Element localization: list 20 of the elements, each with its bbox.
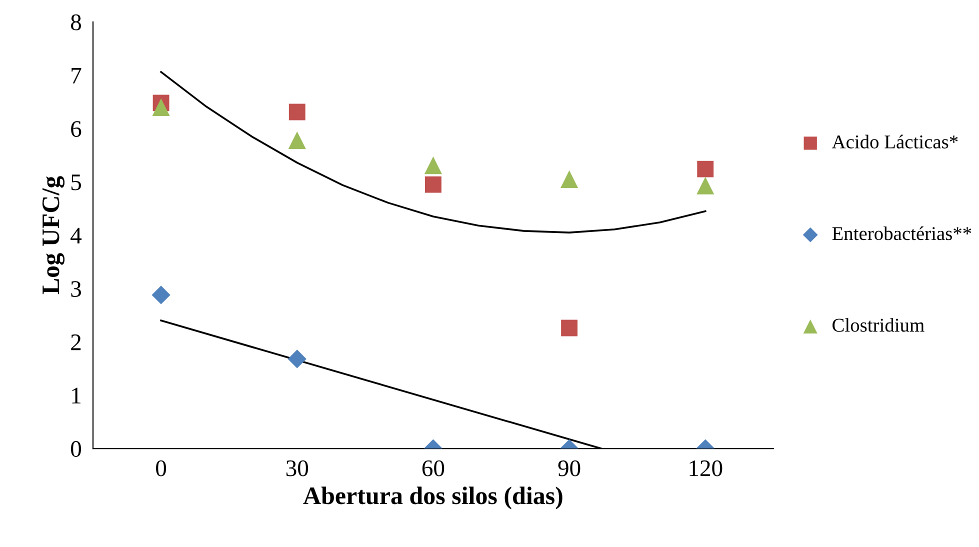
x-axis-title: Abertura dos silos (dias) [303,486,562,510]
y-tick-label: 5 [71,174,81,190]
x-tick-label: 90 [558,460,580,476]
x-tick-label: 60 [422,460,444,476]
x-tick-label: 120 [690,460,722,476]
y-tick-label: 8 [70,14,81,30]
y-tick-label: 7 [72,68,82,84]
y-axis-title: Log UFC/g [42,176,65,294]
legend-label: Enterobactérias** [832,226,972,240]
x-tick-label: 30 [286,460,308,476]
legend-label: Clostridium [832,318,924,332]
y-tick-label: 4 [70,228,82,244]
y-tick-label: 0 [70,441,81,457]
y-tick-label: 1 [72,388,80,404]
line-series [160,71,706,234]
y-tick-label: 6 [71,121,82,137]
y-tick-label: 2 [71,334,81,350]
legend-label: Acido Lácticas* [832,134,958,148]
y-tick-label: 3 [71,281,81,297]
x-tick-label: 0 [156,460,166,476]
